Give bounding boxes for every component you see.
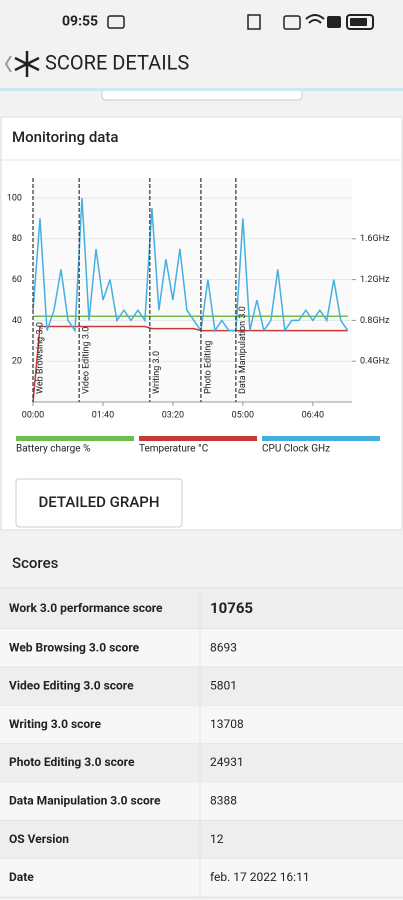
legend-swatch [139,436,257,441]
wifi-icon [305,14,325,24]
legend-label: CPU Clock GHz [262,444,330,455]
y-tick-label: 20 [12,357,22,367]
y-tick-label: 60 [12,275,22,285]
score-label: Work 3.0 performance score [9,601,163,615]
detailed-graph-button[interactable] [15,478,183,528]
score-label: Writing 3.0 score [9,717,101,731]
back-button[interactable] [4,55,12,73]
monitoring-chart: 20 40 60 80 100 0.4GHz 0.8GHz 1.2GHz 1.6GHz 00:00… [7,178,390,455]
table-row [0,858,403,898]
table-row [0,705,403,744]
data-line [32,197,349,333]
score-label: OS Version [9,832,69,846]
battery-icon [346,14,374,30]
score-value: 24931 [210,755,244,769]
divider [0,88,403,91]
x-tick-label: 03:20 [162,410,184,420]
logo [14,51,40,77]
bag-icon [283,15,301,30]
table-row [0,667,403,706]
status-icon [107,15,125,29]
score-label: Date [9,870,34,884]
score-label: Data Manipulation 3.0 score [9,794,161,808]
score-value: 8388 [210,794,237,808]
section-label: Web Browsing 3.0 [35,322,45,394]
y2-tick-label: 0.8GHz [360,316,390,326]
section-title: Scores [12,554,59,572]
score-label: Photo Editing 3.0 score [9,755,135,769]
x-tick-label: 00:00 [22,410,44,420]
x-tick-label: 05:00 [232,410,254,420]
score-label: Video Editing 3.0 score [9,679,134,693]
button-label[interactable]: DETAILED GRAPH [39,493,160,511]
battery-level [350,18,367,26]
y-tick-label: 80 [12,234,22,244]
table-row [0,782,403,821]
table-row [0,820,403,859]
plot-area [33,178,352,402]
x-tick-label: 06:40 [302,410,324,420]
card-title: Monitoring data [12,128,118,146]
section-label: Writing 3.0 [152,351,162,394]
status-time: 09:55 [62,14,98,30]
table-row [0,629,403,668]
score-value: 12 [210,832,224,846]
nfc-icon [247,14,261,30]
score-value: 10765 [210,599,253,617]
card-fragment [101,91,303,101]
legend-label: Temperature °C [139,444,209,455]
table-row [0,589,403,629]
score-value: 13708 [210,717,244,731]
y2-tick-label: 1.2GHz [360,275,390,285]
page-title: SCORE DETAILS [45,50,189,74]
section-label: Video Editing 3.0 [82,327,92,394]
section-label: Photo Editing [203,341,213,394]
score-label: Web Browsing 3.0 score [9,640,140,654]
data-line [32,325,348,403]
score-value: 8693 [210,640,237,654]
y2-tick-label: 1.6GHz [360,234,390,244]
score-value: 5801 [210,679,237,693]
legend-swatch [262,436,380,441]
legend-label: Battery charge % [16,444,90,455]
y2-tick-label: 0.4GHz [360,357,390,367]
legend-swatch [16,436,134,441]
table-row [0,743,403,783]
x-tick-label: 01:40 [92,410,114,420]
y-tick-label: 40 [12,316,22,326]
y-tick-label: 100 [7,193,22,203]
section-label: Data Manipulation 3.0 [238,306,248,394]
sim-icon [327,16,341,28]
scores-table: Work 3.0 performance score 10765 Web Brows… [0,587,403,898]
app-bar [0,40,403,90]
score-value: feb. 17 2022 16:11 [210,870,310,884]
